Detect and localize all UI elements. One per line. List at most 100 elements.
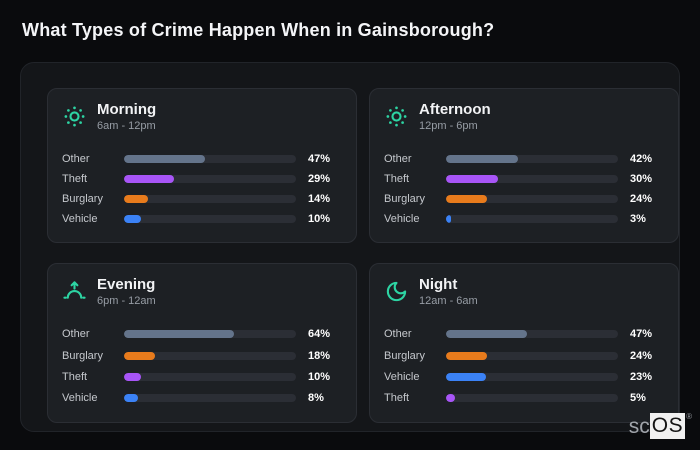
bar-row: Theft 30% (384, 169, 664, 189)
bar-fill (446, 330, 527, 339)
crime-times-panel: Morning 6am - 12pm Other 47% Theft 29% B… (20, 62, 680, 432)
bar-fill (446, 394, 455, 402)
bar-label: Theft (384, 392, 410, 404)
bar-fill (124, 155, 205, 164)
bar-value: 23% (630, 370, 653, 383)
bar-value: 42% (630, 153, 653, 166)
bar-track (124, 330, 296, 339)
bar-fill (446, 155, 519, 164)
card-header: Evening 6pm - 12am (62, 276, 342, 307)
card-header-text: Afternoon 12pm - 6pm (419, 101, 491, 132)
bar-label: Vehicle (384, 370, 420, 383)
bar-value: 3% (630, 213, 646, 226)
bar-value: 64% (308, 328, 331, 341)
registered-mark: ® (686, 412, 692, 421)
bar-label: Other (384, 153, 412, 166)
bar-row: Vehicle 3% (384, 209, 664, 229)
bar-row: Vehicle 10% (62, 209, 342, 229)
card-time-range: 6am - 12pm (97, 120, 156, 133)
sunrise-icon (62, 280, 86, 304)
bar-value: 30% (630, 173, 653, 186)
bar-row: Burglary 24% (384, 189, 664, 209)
card-header: Night 12am - 6am (384, 276, 664, 307)
bar-fill (446, 175, 498, 184)
card-evening: Evening 6pm - 12am Other 64% Burglary 18… (47, 263, 357, 423)
bar-label: Burglary (62, 349, 103, 362)
moon-icon (384, 280, 408, 304)
bar-fill (446, 351, 488, 360)
bar-track (446, 155, 618, 164)
bar-label: Vehicle (384, 213, 420, 226)
bar-value: 14% (308, 193, 331, 206)
card-header: Afternoon 12pm - 6pm (384, 101, 664, 132)
sun-dotted-icon (384, 105, 408, 129)
bar-fill (124, 330, 235, 339)
bar-label: Vehicle (62, 392, 98, 404)
bar-label: Theft (384, 173, 410, 186)
bar-value: 10% (308, 213, 331, 226)
bar-row: Vehicle 23% (384, 367, 664, 387)
card-header-text: Morning 6am - 12pm (97, 101, 156, 132)
bar-track (124, 394, 296, 402)
bar-track (124, 175, 296, 184)
page-title: What Types of Crime Happen When in Gains… (22, 20, 495, 40)
bar-track (446, 330, 618, 339)
card-header: Morning 6am - 12pm (62, 101, 342, 132)
bar-label: Other (384, 328, 412, 341)
bar-row: Other 47% (384, 324, 664, 344)
bar-row: Theft 29% (62, 169, 342, 189)
bar-label: Burglary (384, 193, 425, 206)
bar-row: Other 64% (62, 324, 342, 344)
bar-value: 29% (308, 173, 331, 186)
bar-fill (124, 175, 174, 184)
card-night: Night 12am - 6am Other 47% Burglary 24% … (369, 263, 679, 423)
card-time-range: 12pm - 6pm (419, 120, 478, 133)
bar-fill (124, 351, 155, 360)
bar-value: 8% (308, 392, 324, 404)
bar-row: Burglary 18% (62, 346, 342, 366)
bar-label: Other (62, 153, 90, 166)
sun-dotted-icon (62, 105, 86, 129)
bar-rows: Other 47% Burglary 24% Vehicle 23% Theft (384, 324, 664, 410)
bar-label: Theft (62, 370, 88, 383)
scos-logo-prefix: sc (628, 415, 650, 438)
bar-fill (124, 195, 149, 204)
bar-track (124, 215, 296, 224)
bar-row: Burglary 14% (62, 189, 342, 209)
bar-value: 18% (308, 349, 331, 362)
bar-label: Other (62, 328, 90, 341)
bar-label: Burglary (62, 193, 103, 206)
bar-row: Vehicle 8% (62, 388, 342, 408)
bar-rows: Other 47% Theft 29% Burglary 14% Vehicle (62, 149, 342, 231)
bar-track (124, 372, 296, 381)
bar-track (446, 175, 618, 184)
bar-label: Vehicle (62, 213, 98, 226)
bar-row: Other 42% (384, 149, 664, 169)
bar-track (446, 351, 618, 360)
bar-rows: Other 42% Theft 30% Burglary 24% Vehicle (384, 149, 664, 231)
bar-value: 47% (630, 328, 653, 341)
bar-track (446, 394, 618, 402)
bar-track (446, 372, 618, 381)
bar-row: Theft 10% (62, 367, 342, 387)
bar-rows: Other 64% Burglary 18% Theft 10% Vehicle (62, 324, 342, 410)
bar-fill (446, 372, 486, 381)
bar-fill (446, 195, 488, 204)
card-afternoon: Afternoon 12pm - 6pm Other 42% Theft 30%… (369, 88, 679, 243)
bar-label: Theft (62, 173, 88, 186)
card-header-text: Night 12am - 6am (419, 276, 478, 307)
card-title: Night (419, 276, 458, 293)
bar-row: Burglary 24% (384, 346, 664, 366)
scos-logo: sc OS ® (629, 413, 692, 439)
bar-track (124, 351, 296, 360)
bar-value: 47% (308, 153, 331, 166)
card-title: Evening (97, 276, 156, 293)
bar-track (124, 195, 296, 204)
bar-fill (446, 215, 452, 224)
bar-label: Burglary (384, 349, 425, 362)
bar-track (446, 215, 618, 224)
card-morning: Morning 6am - 12pm Other 47% Theft 29% B… (47, 88, 357, 243)
bar-track (124, 155, 296, 164)
bar-value: 24% (630, 193, 653, 206)
bar-row: Theft 5% (384, 388, 664, 408)
